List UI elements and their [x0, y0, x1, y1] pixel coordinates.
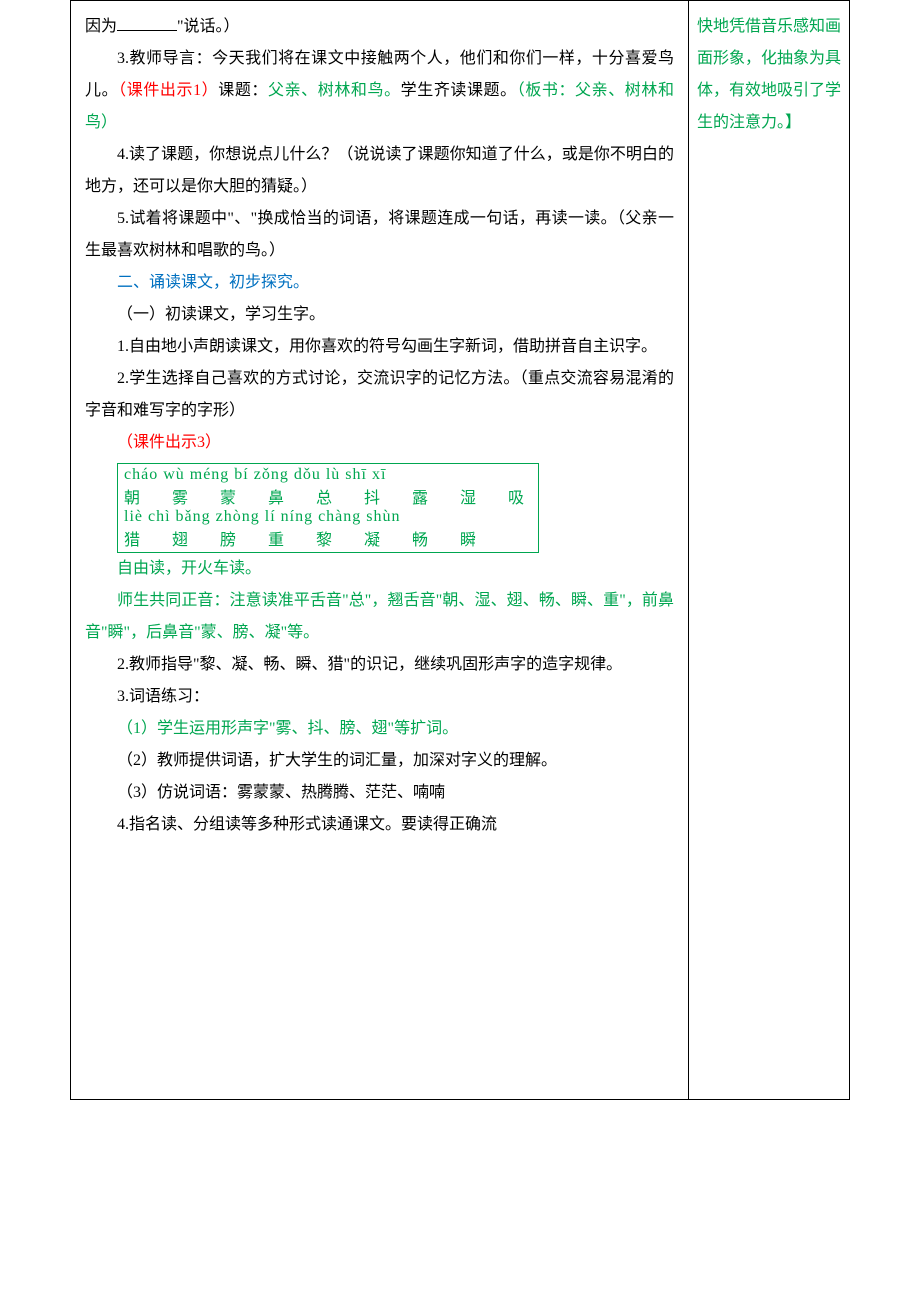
p13-text: （3）仿说词语：雾蒙蒙、热腾腾、茫茫、喃喃 [117, 784, 445, 801]
paragraph-4: 5.试着将课题中"、"换成恰当的词语，将课题连成一句话，再读一读。（父亲一生最喜… [85, 203, 674, 267]
p1-suffix: "说话。） [177, 18, 240, 35]
char-line-1: 朝 雾 蒙 鼻 总 抖 露 湿 吸 [124, 484, 532, 508]
pinyin-box-1: cháo wù méng bí zǒng dǒu lù shī xī 朝 雾 蒙… [117, 463, 539, 553]
p10-text: 3.词语练习： [117, 688, 209, 705]
p9-text: 2.教师指导"黎、凝、畅、瞬、猎"的识记，继续巩固形声字的造字规律。 [117, 656, 622, 673]
paragraph-14: 4.指名读、分组读等多种形式读通课文。要读得正确流 [85, 809, 674, 841]
paragraph-10: 3.词语练习： [85, 681, 674, 713]
sub1-title-text: （一）初读课文，学习生字。 [117, 306, 325, 323]
paragraph-8: 师生共同正音：注意读准平舌音"总"，翘舌音"朝、湿、翅、畅、瞬、重"，前鼻音"瞬… [85, 585, 674, 649]
paragraph-3: 4.读了课题，你想说点儿什么？（说说读了课题你知道了什么，或是你不明白的地方，还… [85, 139, 674, 203]
p4-text: 5.试着将课题中"、"换成恰当的词语，将课题连成一句话，再读一读。（父亲一生最喜… [85, 210, 674, 259]
p2-green1: 父亲、树林和鸟。 [268, 82, 401, 99]
p12-text: （2）教师提供词语，扩大学生的词汇量，加深对字义的理解。 [117, 752, 557, 769]
paragraph-9: 2.教师指导"黎、凝、畅、瞬、猎"的识记，继续巩固形声字的造字规律。 [85, 649, 674, 681]
subsection-1-title: （一）初读课文，学习生字。 [85, 299, 674, 331]
char-line-2: 猎 翅 膀 重 黎 凝 畅 瞬 [124, 526, 532, 550]
paragraph-11: （1）学生运用形声字"雾、抖、膀、翅"等扩词。 [85, 713, 674, 745]
paragraph-6: 2.学生选择自己喜欢的方式讨论，交流识字的记忆方法。（重点交流容易混淆的字音和难… [85, 363, 674, 427]
p2-mid: 学生齐读课题。 [401, 82, 517, 99]
p1-prefix: 因为 [85, 18, 117, 35]
side-note: 快地凭借音乐感知画面形象，化抽象为具体，有效地吸引了学生的注意力。】 [697, 11, 841, 139]
p7-text: 自由读，开火车读。 [117, 560, 261, 577]
courseware3-text: （课件出示3） [117, 434, 221, 451]
pinyin-line-2: liè chì bǎng zhòng lí níng chàng shùn [124, 508, 532, 526]
main-column: 因为 "说话。） 3.教师导言：今天我们将在课文中接触两个人，他们和你们一样，十分… [71, 1, 689, 1099]
side-note-text: 快地凭借音乐感知画面形象，化抽象为具体，有效地吸引了学生的注意力。】 [697, 18, 841, 131]
p6-text: 2.学生选择自己喜欢的方式讨论，交流识字的记忆方法。（重点交流容易混淆的字音和难… [85, 370, 674, 419]
paragraph-5: 1.自由地小声朗读课文，用你喜欢的符号勾画生字新词，借助拼音自主识字。 [85, 331, 674, 363]
paragraph-2: 3.教师导言：今天我们将在课文中接触两个人，他们和你们一样，十分喜爱鸟儿。（课件… [85, 43, 674, 139]
fill-blank [117, 15, 177, 31]
p5-text: 1.自由地小声朗读课文，用你喜欢的符号勾画生字新词，借助拼音自主识字。 [117, 338, 657, 355]
p2-after: 课题： [218, 82, 268, 99]
section2-title-text: 二、诵读课文，初步探究。 [117, 274, 309, 291]
pinyin-line-1: cháo wù méng bí zǒng dǒu lù shī xī [124, 466, 532, 484]
side-column: 快地凭借音乐感知画面形象，化抽象为具体，有效地吸引了学生的注意力。】 [689, 1, 849, 1099]
p8-text: 师生共同正音：注意读准平舌音"总"，翘舌音"朝、湿、翅、畅、瞬、重"，前鼻音"瞬… [85, 592, 674, 641]
paragraph-13: （3）仿说词语：雾蒙蒙、热腾腾、茫茫、喃喃 [85, 777, 674, 809]
paragraph-12: （2）教师提供词语，扩大学生的词汇量，加深对字义的理解。 [85, 745, 674, 777]
section-2-title: 二、诵读课文，初步探究。 [85, 267, 674, 299]
p11-text: （1）学生运用形声字"雾、抖、膀、翅"等扩词。 [117, 720, 458, 737]
paragraph-1: 因为 "说话。） [85, 11, 674, 43]
page-container: 因为 "说话。） 3.教师导言：今天我们将在课文中接触两个人，他们和你们一样，十分… [70, 0, 850, 1100]
courseware-ref-3: （课件出示3） [85, 427, 674, 459]
p14-text: 4.指名读、分组读等多种形式读通课文。要读得正确流 [117, 816, 497, 833]
courseware-ref-1: （课件出示1） [118, 82, 218, 99]
p3-text: 4.读了课题，你想说点儿什么？（说说读了课题你知道了什么，或是你不明白的地方，还… [85, 146, 674, 195]
paragraph-7: 自由读，开火车读。 [85, 553, 674, 585]
